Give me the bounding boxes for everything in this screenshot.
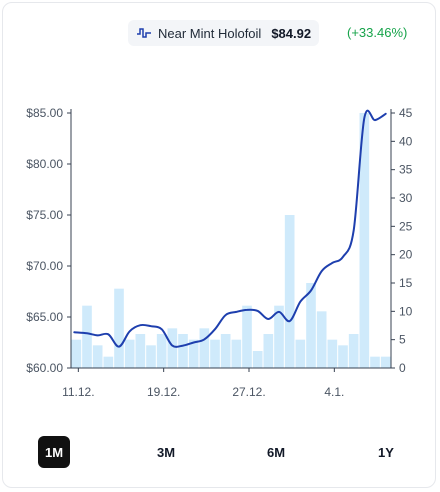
y-right-tick-label: 45 <box>399 106 413 120</box>
volume-bar <box>274 305 284 368</box>
y-left-tick-label: $65.00 <box>26 310 63 324</box>
volume-bar <box>327 339 338 368</box>
price-chart: $60.00 $65.00 $70.00 $75.00 $80.00 $85.00 0 5 10… <box>26 106 412 399</box>
volume-bar <box>188 339 199 368</box>
volume-bar <box>146 345 156 368</box>
line-series-icon <box>137 28 151 38</box>
y-left-tick-label: $85.00 <box>26 106 63 120</box>
volume-bars <box>71 113 391 368</box>
volume-bar <box>124 339 135 368</box>
legend[interactable]: Near Mint Holofoil $84.92 <box>128 20 320 46</box>
axes <box>67 109 395 372</box>
volume-bar <box>114 288 124 368</box>
tab-6m[interactable]: 6M <box>266 444 286 460</box>
range-tabs: 1M 3M 6M 1Y <box>0 436 440 468</box>
volume-bar <box>210 339 220 368</box>
volume-bar <box>348 334 359 368</box>
volume-bar <box>295 339 306 368</box>
tab-1m[interactable]: 1M <box>38 436 70 468</box>
y-left-tick-label: $80.00 <box>26 157 63 171</box>
y-right-tick-label: 20 <box>399 248 413 262</box>
volume-bar <box>156 334 167 368</box>
legend-series-name: Near Mint Holofoil <box>158 25 262 41</box>
y-left-tick-label: $75.00 <box>26 208 63 222</box>
volume-bar <box>82 305 92 368</box>
y-right-tick-label: 40 <box>399 134 413 148</box>
volume-bar <box>220 334 231 368</box>
volume-bar <box>242 305 252 368</box>
volume-bar <box>167 328 178 368</box>
x-tick-label: 27.12. <box>232 385 265 399</box>
volume-bar <box>284 215 295 368</box>
volume-bar <box>263 334 274 368</box>
volume-bar <box>380 356 391 368</box>
volume-bar <box>306 283 316 368</box>
y-right-tick-label: 35 <box>399 163 413 177</box>
legend-price: $84.92 <box>271 25 312 41</box>
y-left-tick-label: $60.00 <box>26 361 63 375</box>
volume-bar <box>71 339 82 368</box>
volume-bar <box>178 334 188 368</box>
price-line <box>73 109 387 348</box>
volume-bar <box>359 113 370 368</box>
volume-bar <box>103 356 114 368</box>
y-right-tick-label: 5 <box>399 333 406 347</box>
legend-change: (+33.46%) <box>347 25 408 40</box>
tab-3m[interactable]: 3M <box>156 444 176 460</box>
volume-bar <box>231 339 242 368</box>
y-right-tick-label: 25 <box>399 219 413 233</box>
volume-bar <box>252 351 263 368</box>
tick-labels: $60.00 $65.00 $70.00 $75.00 $80.00 $85.00 0 5 10… <box>26 106 412 399</box>
y-right-tick-label: 10 <box>399 304 413 318</box>
volume-bar <box>316 311 327 368</box>
volume-bar <box>199 328 210 368</box>
x-tick-label: 19.12. <box>147 385 180 399</box>
volume-bar <box>338 345 348 368</box>
x-tick-label: 11.12. <box>62 385 94 399</box>
y-right-tick-label: 15 <box>399 276 413 290</box>
y-left-tick-label: $70.00 <box>26 259 63 273</box>
y-right-tick-label: 30 <box>399 191 413 205</box>
tab-1y[interactable]: 1Y <box>378 444 394 460</box>
x-tick-label: 4.1. <box>324 385 344 399</box>
price-line-layer <box>73 109 387 348</box>
y-right-tick-label: 0 <box>399 361 406 375</box>
volume-bar <box>135 334 146 368</box>
volume-bar <box>92 345 103 368</box>
volume-bar <box>370 356 380 368</box>
